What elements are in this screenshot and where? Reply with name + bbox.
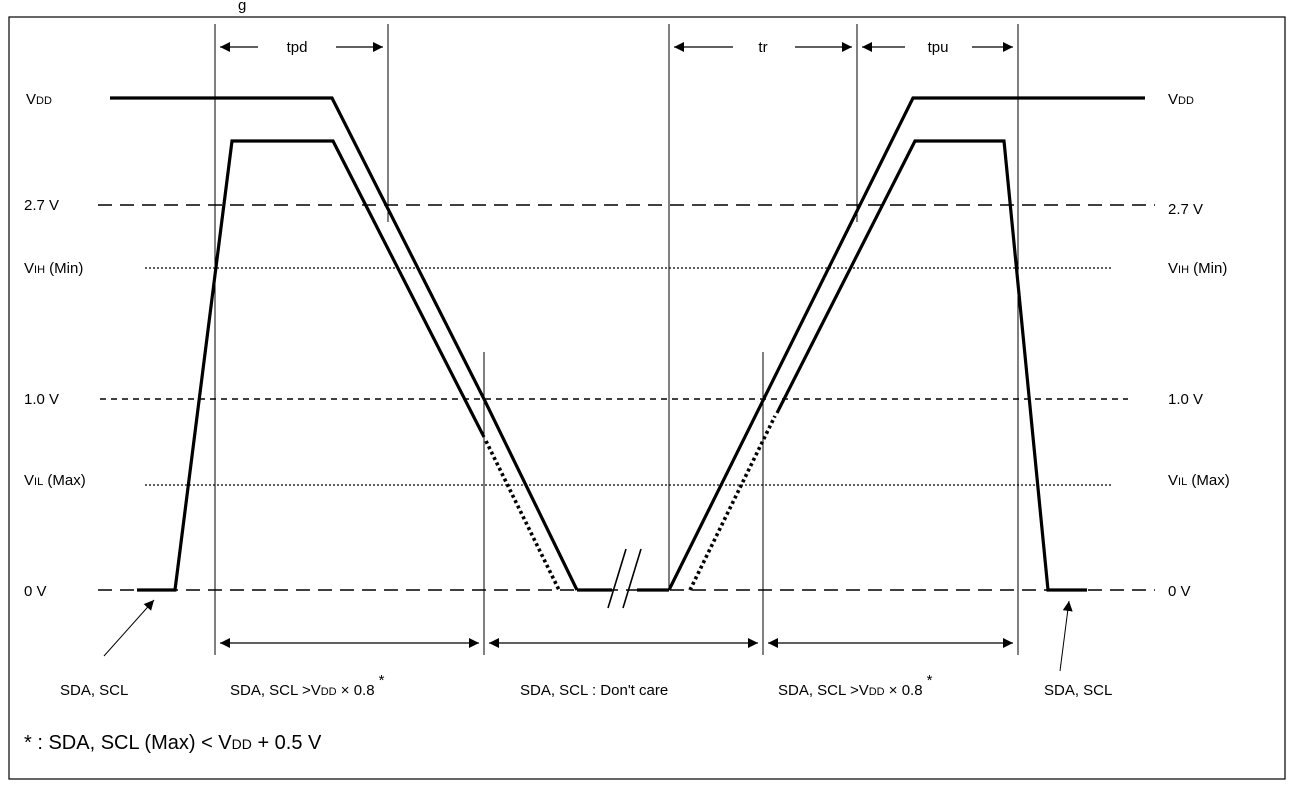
bottom-label-condition-1: SDA, SCL >VDD × 0.8* [230, 672, 385, 699]
left-label-2v7: 2.7 V [24, 197, 59, 214]
signal-waveform-rise [775, 139, 1087, 592]
right-label-vdd: VDD [1168, 91, 1194, 108]
vdd-waveform-fall [110, 96, 486, 400]
pointer-arrow-right [1059, 600, 1073, 672]
right-label-vih: VIH (Min) [1168, 260, 1227, 277]
left-label-vdd: VDD [26, 91, 52, 108]
left-label-vih: VIH (Min) [24, 260, 83, 277]
break-mark-left [607, 548, 627, 609]
tpu-label: tpu [928, 39, 949, 56]
bottom-label-sda-scl-right: SDA, SCL [1044, 682, 1112, 699]
signal-waveform-fall-dotted [484, 440, 561, 591]
vdd-waveform-fall-lower [482, 398, 579, 591]
left-label-1v0: 1.0 V [24, 391, 59, 408]
right-label-vil: VIL (Max) [1168, 472, 1230, 489]
pointer-arrow-left [103, 599, 155, 657]
vdd-waveform-rise [667, 96, 1145, 591]
right-label-2v7: 2.7 V [1168, 201, 1203, 218]
footnote: * : SDA, SCL (Max) < VDD + 0.5 V [24, 732, 322, 754]
tpd-label: tpd [287, 39, 308, 56]
right-label-1v0: 1.0 V [1168, 391, 1203, 408]
break-mark-right [622, 548, 642, 609]
right-label-0v: 0 V [1168, 583, 1191, 600]
bottom-label-dont-care: SDA, SCL : Don't care [520, 682, 668, 699]
signal-waveform-fall [137, 139, 486, 592]
left-label-vil: VIL (Max) [24, 472, 86, 489]
diagram-frame [8, 16, 1286, 780]
signal-waveform-rise-dotted [688, 415, 777, 591]
header-fragment: g [238, 0, 246, 14]
bottom-label-sda-scl-left: SDA, SCL [60, 682, 128, 699]
bottom-label-condition-2: SDA, SCL >VDD × 0.8* [778, 672, 933, 699]
tr-label: tr [758, 39, 767, 56]
left-label-0v: 0 V [24, 583, 47, 600]
